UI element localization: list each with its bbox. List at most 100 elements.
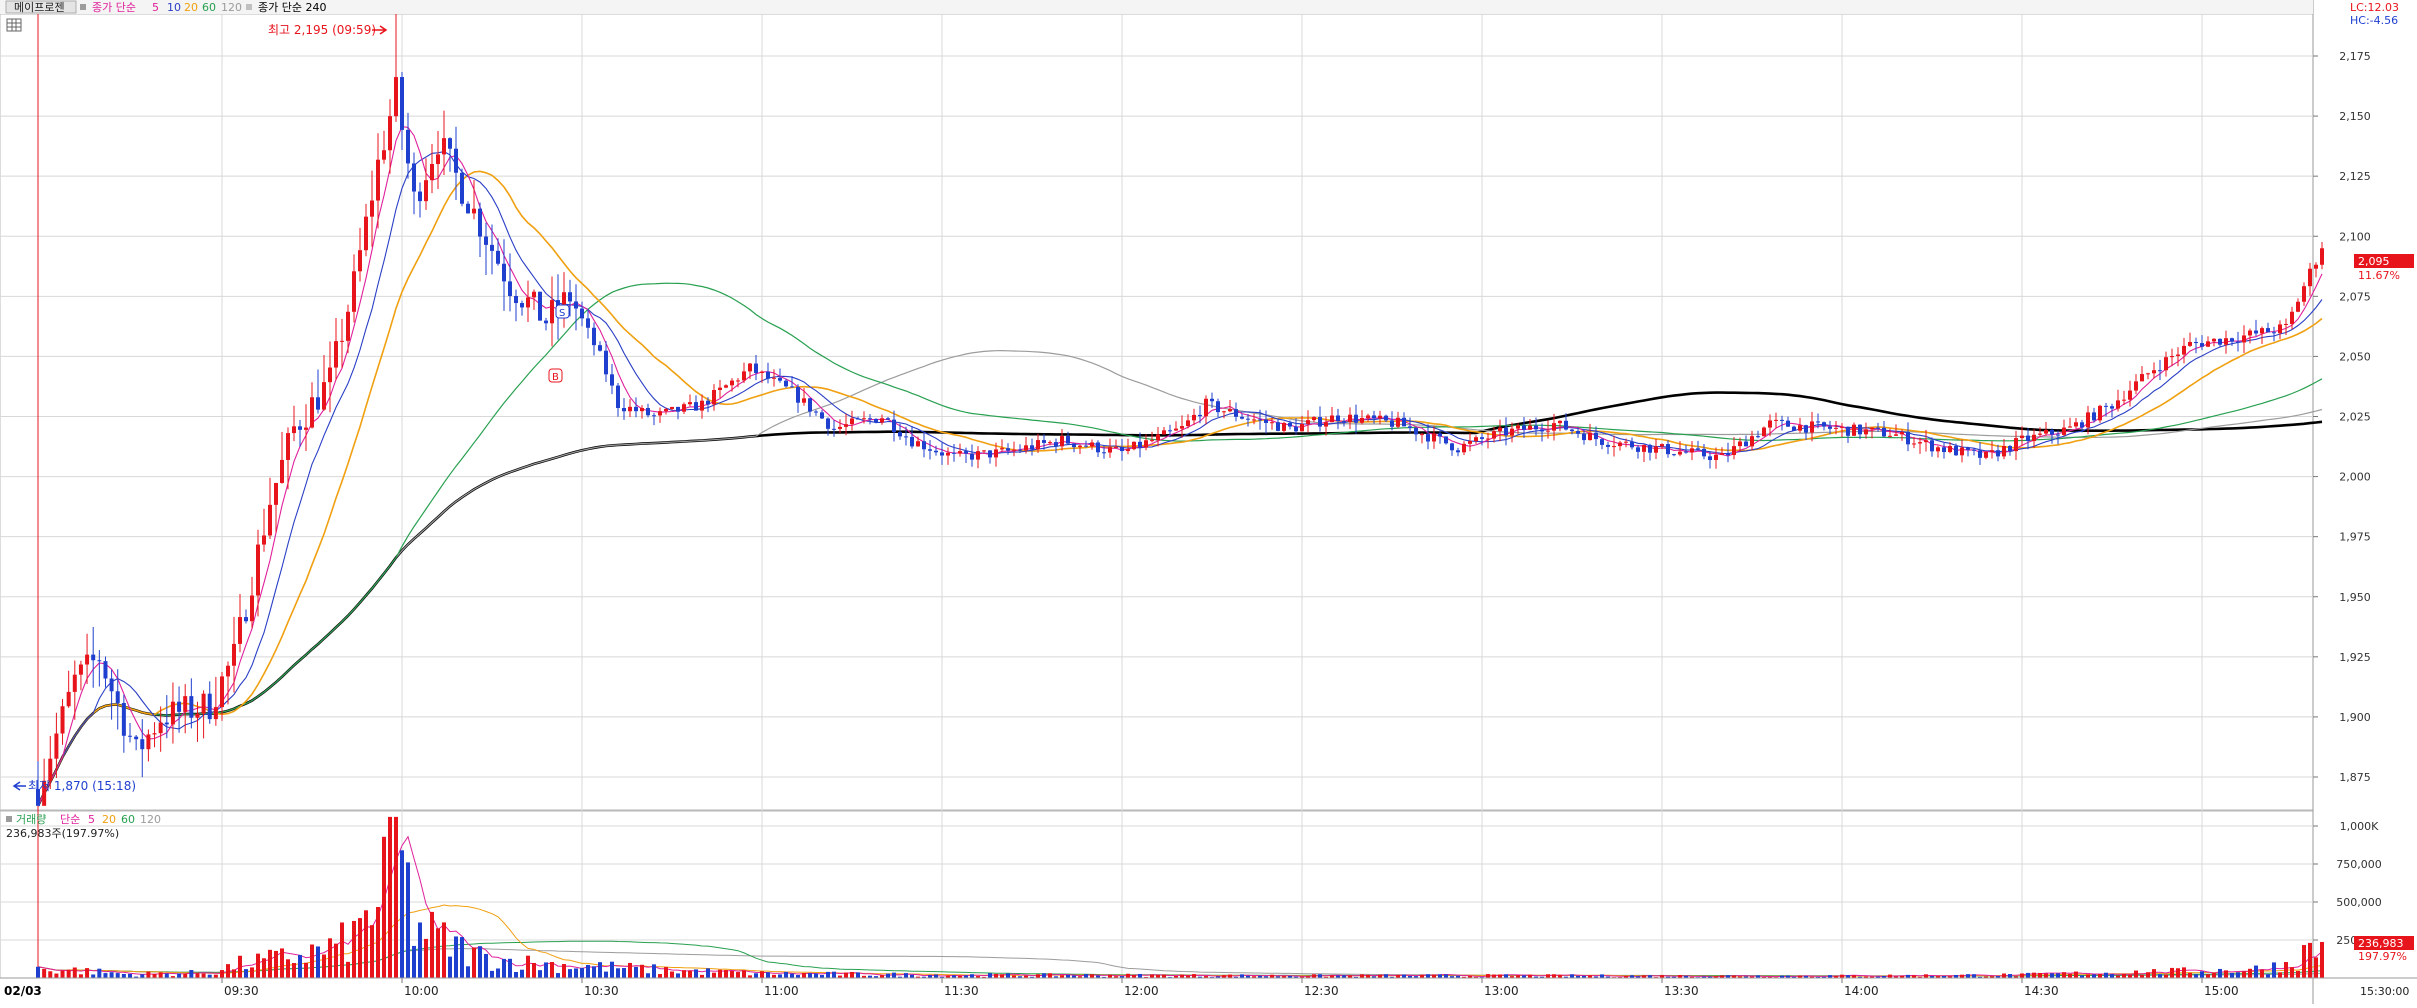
stock-name-tab[interactable] — [5, 0, 77, 14]
candle-body[interactable] — [1810, 421, 1814, 433]
candle-body[interactable] — [826, 418, 830, 429]
candle-body[interactable] — [1546, 430, 1550, 432]
volume-bar[interactable] — [1822, 976, 1826, 978]
volume-bar[interactable] — [1504, 974, 1508, 978]
volume-bar[interactable] — [616, 968, 620, 978]
candle-body[interactable] — [256, 544, 260, 596]
candlestick-series[interactable] — [36, 7, 2324, 806]
candle-body[interactable] — [1120, 446, 1124, 452]
volume-bar[interactable] — [784, 971, 788, 978]
volume-bar[interactable] — [85, 968, 90, 978]
candle-body[interactable] — [232, 643, 236, 666]
candle-body[interactable] — [1030, 445, 1034, 450]
volume-bar[interactable] — [1738, 976, 1742, 978]
candle-body[interactable] — [412, 163, 416, 192]
volume-bar[interactable] — [466, 966, 470, 978]
candle-body[interactable] — [706, 400, 710, 405]
candle-body[interactable] — [2050, 429, 2054, 435]
volume-bar[interactable] — [1768, 976, 1772, 978]
volume-bar[interactable] — [1546, 974, 1550, 978]
candle-body[interactable] — [201, 693, 206, 714]
candle-body[interactable] — [1600, 439, 1604, 445]
candle-body[interactable] — [1978, 450, 1982, 458]
volume-bar[interactable] — [814, 973, 818, 978]
candle-body[interactable] — [1138, 441, 1142, 448]
candle-body[interactable] — [189, 696, 194, 718]
candle-body[interactable] — [1354, 414, 1358, 423]
candle-body[interactable] — [454, 148, 458, 173]
candle-body[interactable] — [1036, 440, 1040, 450]
candle-body[interactable] — [164, 722, 169, 725]
candle-body[interactable] — [748, 363, 752, 372]
volume-bar[interactable] — [2230, 972, 2234, 978]
candle-body[interactable] — [892, 419, 896, 433]
candle-body[interactable] — [2086, 412, 2090, 428]
candle-body[interactable] — [2044, 429, 2048, 434]
candle-body[interactable] — [808, 398, 812, 412]
volume-bar[interactable] — [1516, 975, 1520, 978]
candle-body[interactable] — [1822, 422, 1826, 427]
candle-body[interactable] — [152, 733, 157, 735]
volume-bar[interactable] — [232, 969, 236, 978]
candle-body[interactable] — [2206, 341, 2210, 347]
volume-bar[interactable] — [604, 971, 608, 978]
volume-bar[interactable] — [1996, 976, 2000, 978]
volume-bar[interactable] — [1708, 976, 1712, 978]
volume-bar[interactable] — [358, 918, 362, 978]
s-marker[interactable]: S — [555, 304, 570, 319]
volume-bar[interactable] — [2308, 942, 2312, 978]
volume-bar[interactable] — [670, 971, 674, 978]
volume-bar[interactable] — [628, 962, 632, 978]
candle-body[interactable] — [1498, 427, 1502, 432]
candle-body[interactable] — [195, 713, 200, 718]
volume-bar[interactable] — [1432, 974, 1436, 978]
volume-bar[interactable] — [2074, 971, 2078, 978]
candle-body[interactable] — [2236, 341, 2240, 343]
candle-body[interactable] — [2074, 422, 2078, 427]
volume-bar[interactable] — [1240, 974, 1244, 978]
volume-bar[interactable] — [164, 973, 169, 978]
volume-bar[interactable] — [706, 968, 710, 978]
volume-bar[interactable] — [394, 816, 398, 978]
candle-body[interactable] — [658, 411, 662, 416]
volume-bar[interactable] — [1042, 973, 1046, 978]
volume-bar[interactable] — [1462, 976, 1466, 978]
volume-bar[interactable] — [1858, 976, 1862, 978]
volume-bar[interactable] — [1066, 974, 1070, 978]
candle-body[interactable] — [1174, 428, 1178, 431]
volume-bar[interactable] — [934, 974, 938, 978]
candle-body[interactable] — [2272, 332, 2276, 334]
volume-bar[interactable] — [544, 962, 548, 978]
volume-bar[interactable] — [2014, 976, 2018, 978]
candle-body[interactable] — [2152, 370, 2156, 374]
candle-body[interactable] — [1966, 447, 1970, 450]
candle-body[interactable] — [430, 164, 434, 181]
volume-bar[interactable] — [2146, 972, 2150, 978]
candle-body[interactable] — [874, 418, 878, 423]
candle-body[interactable] — [1582, 433, 1586, 441]
volume-bar[interactable] — [1660, 975, 1664, 978]
candle-body[interactable] — [340, 340, 344, 342]
candle-body[interactable] — [2284, 323, 2288, 325]
candle-body[interactable] — [1246, 418, 1250, 420]
volume-bar[interactable] — [688, 970, 692, 978]
volume-bar[interactable] — [526, 955, 530, 978]
candle-body[interactable] — [2056, 434, 2060, 436]
volume-bar[interactable] — [2152, 969, 2156, 978]
volume-bar[interactable] — [1216, 976, 1220, 978]
volume-bar[interactable] — [1588, 975, 1592, 978]
volume-bar[interactable] — [201, 973, 206, 978]
volume-bar[interactable] — [622, 968, 626, 978]
volume-bar[interactable] — [36, 966, 40, 978]
candle-body[interactable] — [1534, 425, 1538, 430]
candle-body[interactable] — [2008, 446, 2012, 452]
candle-body[interactable] — [1900, 432, 1904, 435]
volume-bar[interactable] — [1642, 975, 1646, 978]
volume-bar[interactable] — [1894, 976, 1898, 978]
candle-body[interactable] — [54, 733, 59, 759]
volume-bar[interactable] — [964, 975, 968, 978]
candle-body[interactable] — [970, 453, 974, 460]
candle-body[interactable] — [1936, 447, 1940, 452]
volume-bar[interactable] — [424, 938, 428, 978]
volume-bar[interactable] — [1036, 974, 1040, 978]
